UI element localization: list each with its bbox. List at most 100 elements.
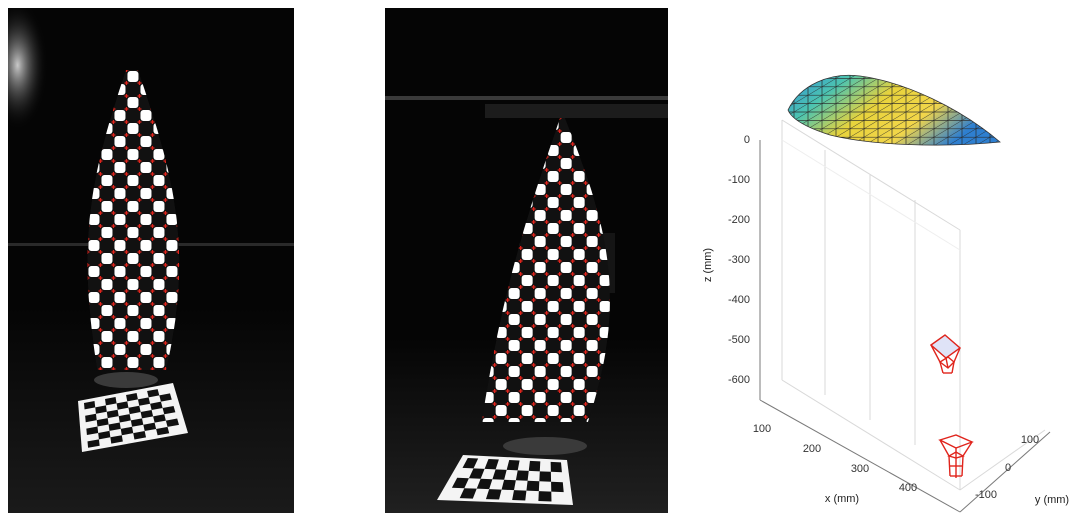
corner-marker xyxy=(570,376,575,380)
corner-marker xyxy=(518,285,523,289)
x-axis-label: x (mm) xyxy=(825,493,859,505)
corner-marker xyxy=(518,350,523,354)
board-square xyxy=(156,426,170,436)
checker-square xyxy=(586,340,598,351)
checker-square xyxy=(127,331,139,342)
checker-square xyxy=(534,184,546,195)
corner-marker xyxy=(163,250,168,254)
board-square xyxy=(105,397,117,406)
corner-marker xyxy=(492,363,497,367)
checker-square xyxy=(127,175,139,186)
board-square xyxy=(83,400,96,410)
board-square xyxy=(551,481,564,493)
corner-marker xyxy=(98,185,103,189)
board-square xyxy=(451,477,469,489)
corner-marker xyxy=(518,272,523,276)
corner-marker xyxy=(596,363,601,367)
corner-marker xyxy=(583,311,588,315)
checker-square xyxy=(560,366,572,377)
corner-marker xyxy=(518,402,523,406)
corner-marker xyxy=(111,224,116,228)
corner-marker xyxy=(544,272,549,276)
checker-square xyxy=(140,162,152,173)
checker-square xyxy=(140,136,152,147)
corner-marker xyxy=(583,246,588,250)
board-square xyxy=(492,469,507,480)
checker-square xyxy=(534,366,546,377)
corner-marker xyxy=(531,220,536,224)
corner-marker xyxy=(557,415,562,419)
z-tick: -100 xyxy=(728,174,750,186)
corner-marker xyxy=(531,272,536,276)
board-square xyxy=(526,480,540,492)
corner-marker xyxy=(583,194,588,198)
checker-square xyxy=(101,331,113,342)
checker-square xyxy=(547,379,559,390)
corner-marker xyxy=(557,246,562,250)
corner-marker xyxy=(98,341,103,345)
corner-marker xyxy=(583,402,588,406)
camera-wireframe-lower xyxy=(938,434,974,478)
corner-marker xyxy=(137,107,142,111)
checker-square xyxy=(547,275,559,286)
checker-square xyxy=(127,97,139,108)
checker-square xyxy=(521,353,533,364)
corner-marker xyxy=(531,324,536,328)
corner-marker xyxy=(150,354,155,358)
checker-square xyxy=(101,357,113,368)
checker-square xyxy=(114,188,126,199)
corner-marker xyxy=(111,172,116,176)
corner-marker xyxy=(111,146,116,150)
corner-marker xyxy=(557,118,562,120)
checker-square xyxy=(140,240,152,251)
checker-square xyxy=(114,136,126,147)
checker-square xyxy=(560,418,572,422)
corner-marker xyxy=(163,315,168,319)
corner-marker xyxy=(111,263,116,267)
corner-marker xyxy=(570,272,575,276)
checker-square xyxy=(114,292,126,303)
corner-marker xyxy=(163,302,168,306)
corner-marker xyxy=(163,237,168,241)
corner-marker xyxy=(570,350,575,354)
corner-marker xyxy=(583,259,588,263)
board-square xyxy=(538,491,552,502)
corner-marker xyxy=(518,376,523,380)
corner-marker xyxy=(124,94,129,98)
checker-square xyxy=(586,366,598,377)
checker-square xyxy=(534,418,546,422)
corner-marker xyxy=(570,181,575,185)
corner-marker xyxy=(531,259,536,263)
checker-square xyxy=(127,227,139,238)
corner-marker xyxy=(124,367,129,370)
corner-marker xyxy=(596,272,601,276)
corner-marker xyxy=(596,298,601,302)
board-square xyxy=(120,426,134,436)
corner-marker xyxy=(531,389,536,393)
checker-square xyxy=(560,262,572,273)
corner-marker xyxy=(505,363,510,367)
corner-marker xyxy=(596,350,601,354)
z-tick: -600 xyxy=(728,374,750,386)
corner-marker xyxy=(124,120,129,124)
z-tick: 0 xyxy=(744,134,750,146)
corner-marker xyxy=(557,129,562,133)
checker-square xyxy=(508,314,520,325)
corner-marker xyxy=(557,389,562,393)
corner-marker xyxy=(492,376,497,380)
checker-square xyxy=(127,201,139,212)
corner-marker xyxy=(570,194,575,198)
board-square xyxy=(459,488,477,499)
checker-square xyxy=(560,158,572,169)
corner-marker xyxy=(87,276,90,280)
corner-marker xyxy=(596,285,601,289)
corner-marker xyxy=(596,324,601,328)
corner-marker xyxy=(150,185,155,189)
corner-marker xyxy=(163,185,168,189)
checker-square xyxy=(88,292,100,303)
plot-grid xyxy=(781,119,1046,491)
checker-square xyxy=(560,210,572,221)
corner-marker xyxy=(137,94,142,98)
checker-square xyxy=(560,288,572,299)
corner-marker xyxy=(150,120,155,124)
